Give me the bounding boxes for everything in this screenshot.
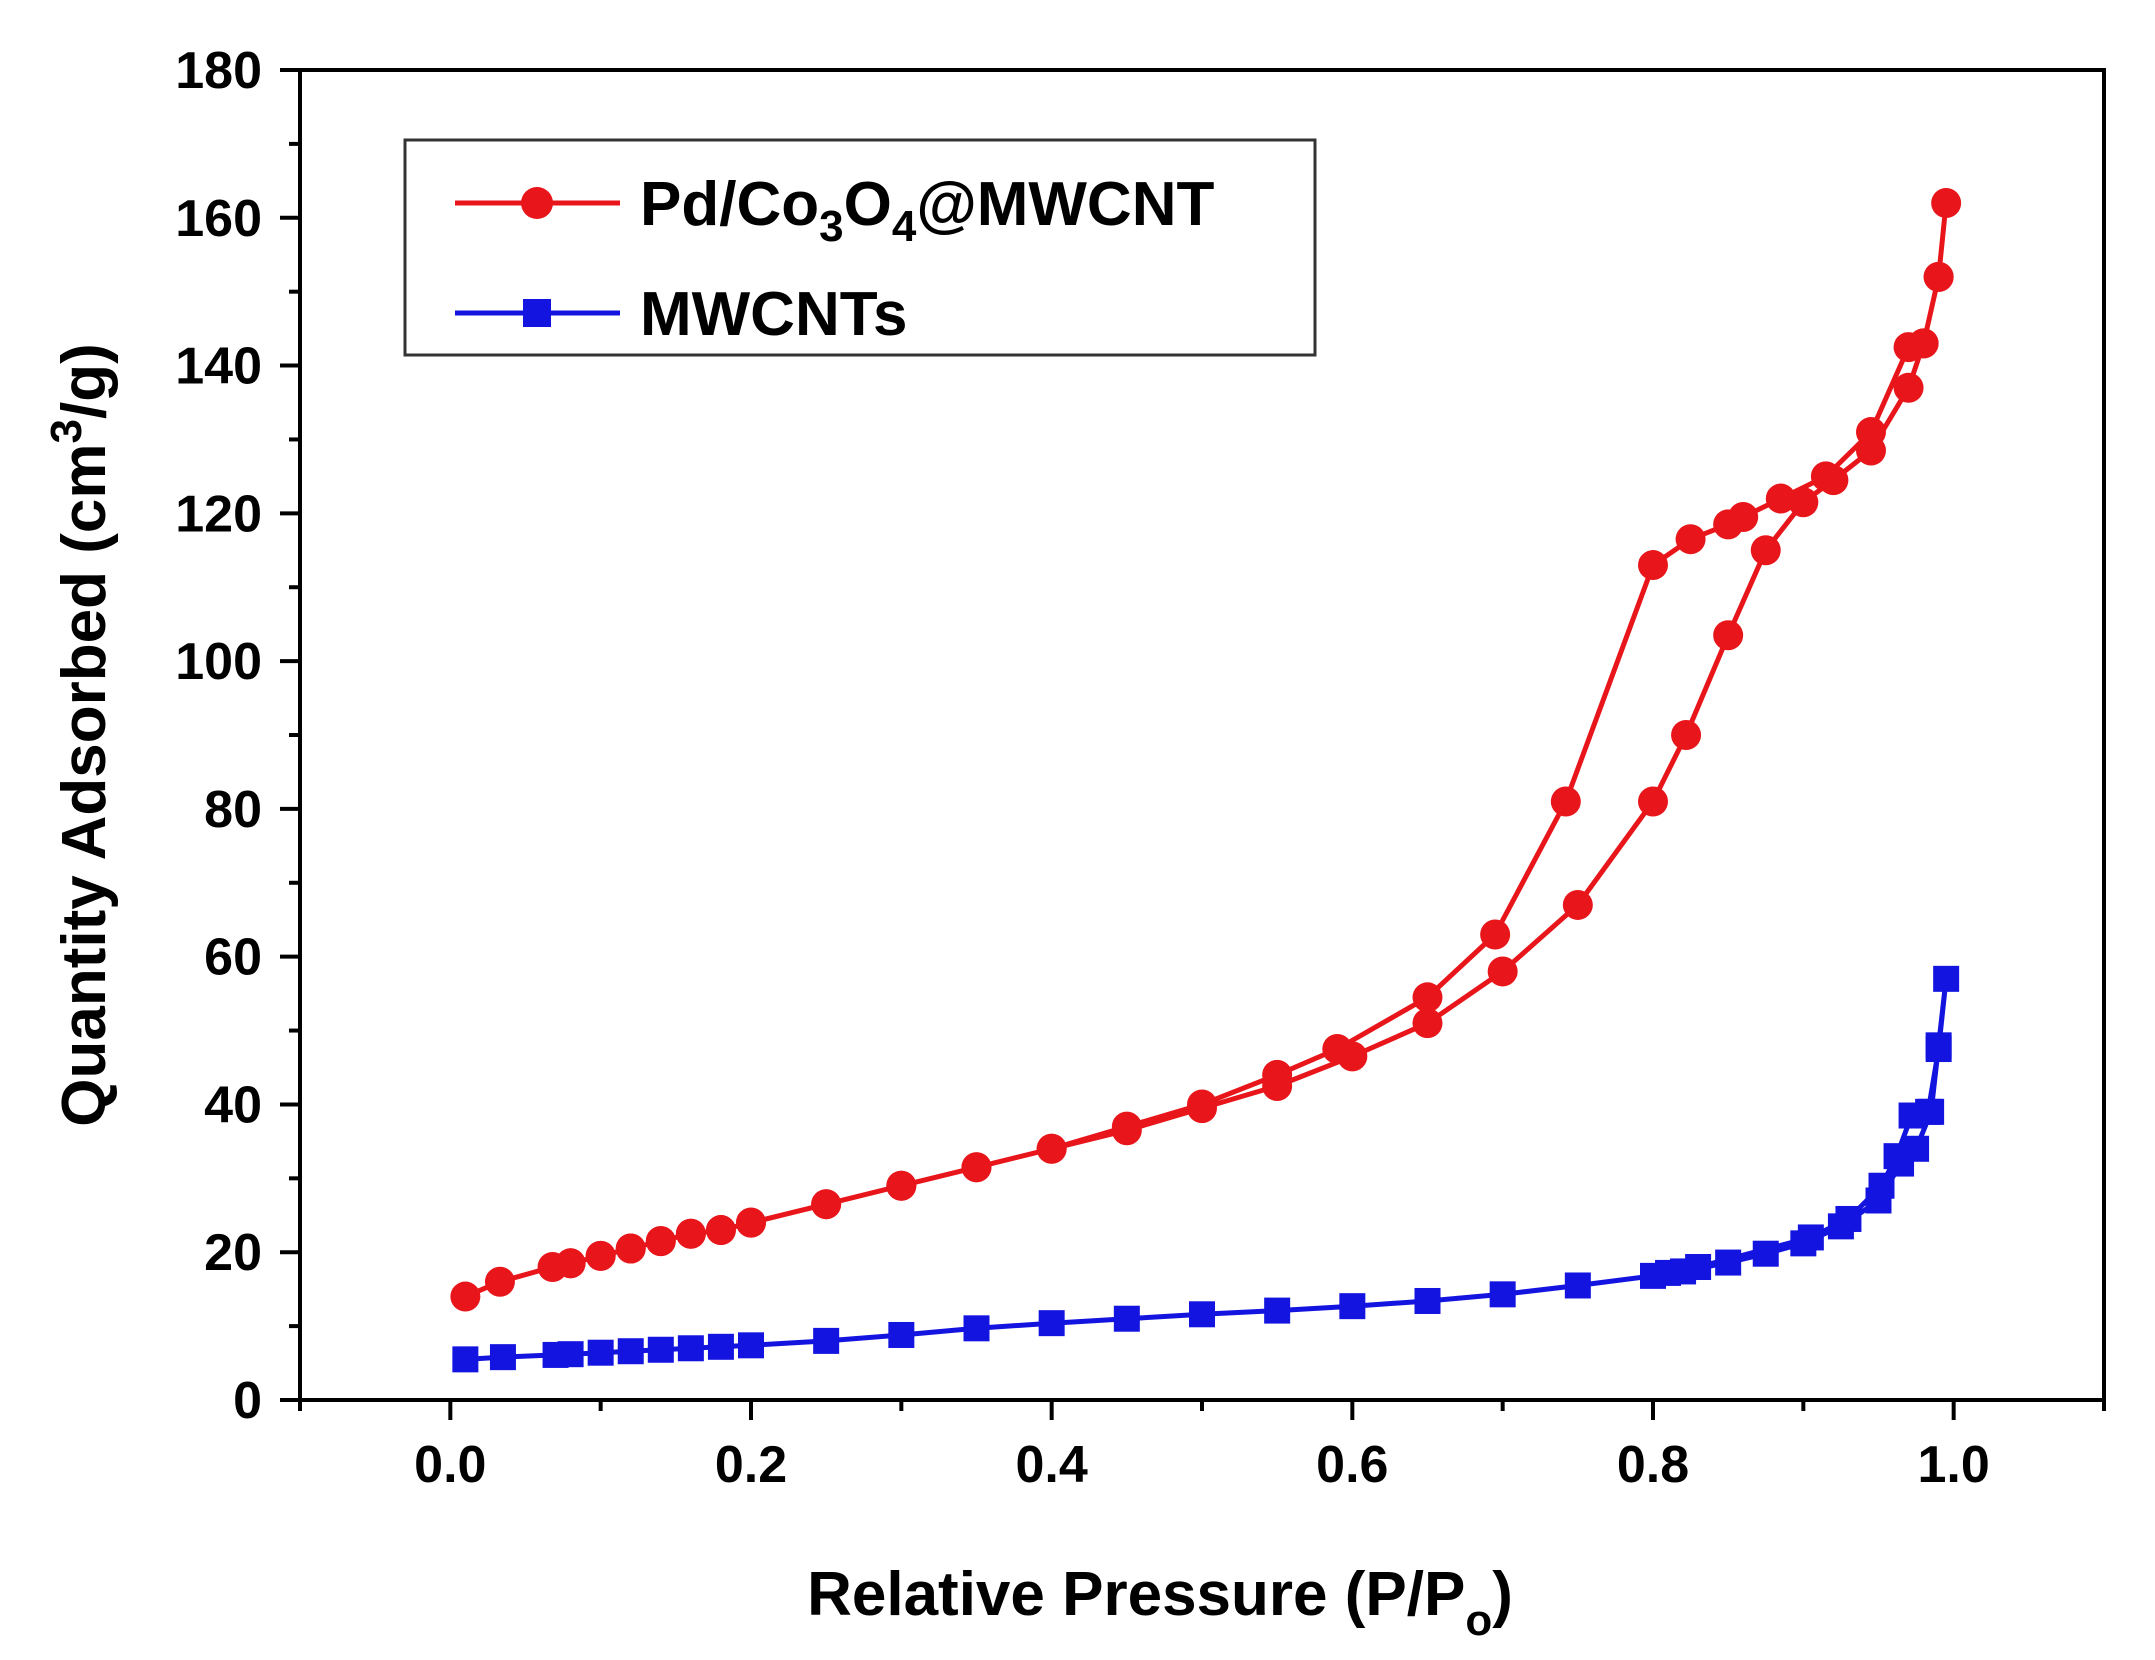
- tick-labels: 0.0 0.2 0.4 0.6 0.8 1.0 0 20 40 60 80 100 120 140 160 1…: [175, 42, 1990, 1494]
- data-point-0: [1562, 889, 1593, 920]
- data-point-0: [1671, 720, 1702, 750]
- data-point-0: [615, 1233, 646, 1264]
- y-tick-label: 180: [175, 42, 262, 100]
- y-tick-label: 40: [204, 1076, 262, 1134]
- data-point-0: [1480, 919, 1511, 950]
- data-point-0: [1713, 509, 1744, 540]
- data-point-0: [1855, 417, 1886, 448]
- data-point-0: [886, 1170, 917, 1201]
- data-point-1: [1685, 1254, 1712, 1280]
- legend-label-mwcnt: MWCNTs: [640, 280, 907, 349]
- data-point-1: [617, 1338, 644, 1365]
- legend-box: [403, 138, 1317, 357]
- x-axis-title: Relative Pressure (P/Po): [807, 1560, 1513, 1645]
- y-tick-label: 0: [233, 1372, 262, 1430]
- x-tick-label: 0.8: [1617, 1436, 1689, 1494]
- data-point-0: [1638, 786, 1668, 817]
- data-point-1: [1925, 1036, 1952, 1063]
- data-point-1: [707, 1333, 734, 1360]
- x-tick-label: 0.0: [414, 1436, 486, 1494]
- data-point-0: [585, 1240, 616, 1271]
- data-point-1: [1339, 1293, 1366, 1320]
- data-point-1: [489, 1344, 516, 1371]
- data-point-1: [1564, 1272, 1591, 1299]
- data-point-1: [1752, 1240, 1779, 1267]
- data-point-0: [736, 1207, 766, 1238]
- y-tick-label: 80: [204, 781, 262, 839]
- data-point-0: [450, 1281, 481, 1312]
- data-point-0: [1638, 550, 1668, 581]
- y-tick-label: 20: [204, 1224, 262, 1282]
- data-point-0: [1788, 487, 1819, 518]
- legend-marker-mwcnt: [523, 299, 551, 327]
- series-lines: [464, 200, 1949, 1362]
- data-point-0: [1322, 1034, 1353, 1065]
- x-tick-label: 1.0: [1918, 1436, 1990, 1494]
- data-point-0: [555, 1248, 586, 1279]
- y-tick-label: 120: [175, 485, 262, 543]
- data-point-1: [1933, 965, 1960, 992]
- data-point-1: [1883, 1143, 1910, 1170]
- axis-ticks: [280, 68, 2106, 1420]
- y-axis-title: Quantity Adsorbed (cm3/g): [42, 343, 119, 1126]
- data-point-1: [738, 1332, 764, 1359]
- data-point-1: [1038, 1310, 1065, 1337]
- data-point-0: [675, 1218, 706, 1249]
- x-tick-label: 0.6: [1316, 1436, 1388, 1494]
- data-point-0: [1931, 188, 1962, 218]
- data-point-1: [557, 1341, 584, 1368]
- data-point-1: [813, 1327, 840, 1354]
- data-point-0: [1893, 372, 1924, 403]
- data-point-1: [1898, 1102, 1925, 1129]
- data-point-1: [677, 1335, 704, 1362]
- data-point-0: [1810, 461, 1841, 492]
- y-tick-label: 140: [175, 338, 262, 396]
- data-point-0: [1765, 483, 1796, 514]
- data-point-1: [1414, 1287, 1441, 1314]
- data-point-0: [1487, 956, 1518, 987]
- data-point-0: [961, 1152, 992, 1183]
- x-tick-label: 0.4: [1016, 1436, 1088, 1494]
- data-point-1: [888, 1321, 915, 1348]
- series-line-0: [464, 200, 1949, 1299]
- data-point-0: [1111, 1111, 1142, 1142]
- data-point-1: [1835, 1205, 1862, 1232]
- x-tick-label: 0.2: [715, 1436, 787, 1494]
- data-point-1: [1655, 1259, 1682, 1286]
- y-tick-label: 60: [204, 929, 262, 987]
- data-point-0: [811, 1189, 842, 1220]
- data-point-0: [1713, 620, 1744, 651]
- data-point-1: [963, 1315, 990, 1342]
- data-point-0: [1550, 786, 1581, 817]
- data-point-0: [645, 1226, 676, 1257]
- legend: Pd/Co3O4@MWCNT MWCNTs: [403, 138, 1317, 357]
- data-point-0: [1412, 982, 1443, 1013]
- data-point-0: [1262, 1059, 1293, 1090]
- legend-label-pd: Pd/Co3O4@MWCNT: [640, 170, 1214, 251]
- data-point-0: [1893, 332, 1924, 363]
- data-point-1: [1868, 1172, 1895, 1199]
- data-point-1: [452, 1346, 479, 1373]
- data-point-0: [1412, 1008, 1443, 1039]
- data-point-0: [1036, 1133, 1067, 1164]
- data-point-1: [1489, 1281, 1516, 1308]
- y-tick-label: 100: [175, 633, 262, 691]
- data-point-0: [484, 1266, 515, 1297]
- data-point-1: [647, 1336, 674, 1363]
- data-point-0: [1923, 261, 1954, 292]
- data-point-1: [587, 1339, 614, 1366]
- series-markers: [450, 188, 1962, 1373]
- data-point-0: [1675, 524, 1706, 555]
- data-point-1: [1797, 1224, 1824, 1251]
- legend-marker-pd: [521, 187, 553, 219]
- data-point-1: [1113, 1305, 1140, 1332]
- data-point-0: [1187, 1089, 1217, 1120]
- data-point-0: [1750, 535, 1781, 566]
- data-point-0: [705, 1215, 736, 1246]
- data-point-1: [1189, 1301, 1215, 1328]
- y-tick-label: 160: [175, 190, 262, 248]
- data-point-1: [1264, 1297, 1291, 1324]
- data-point-1: [1715, 1249, 1742, 1276]
